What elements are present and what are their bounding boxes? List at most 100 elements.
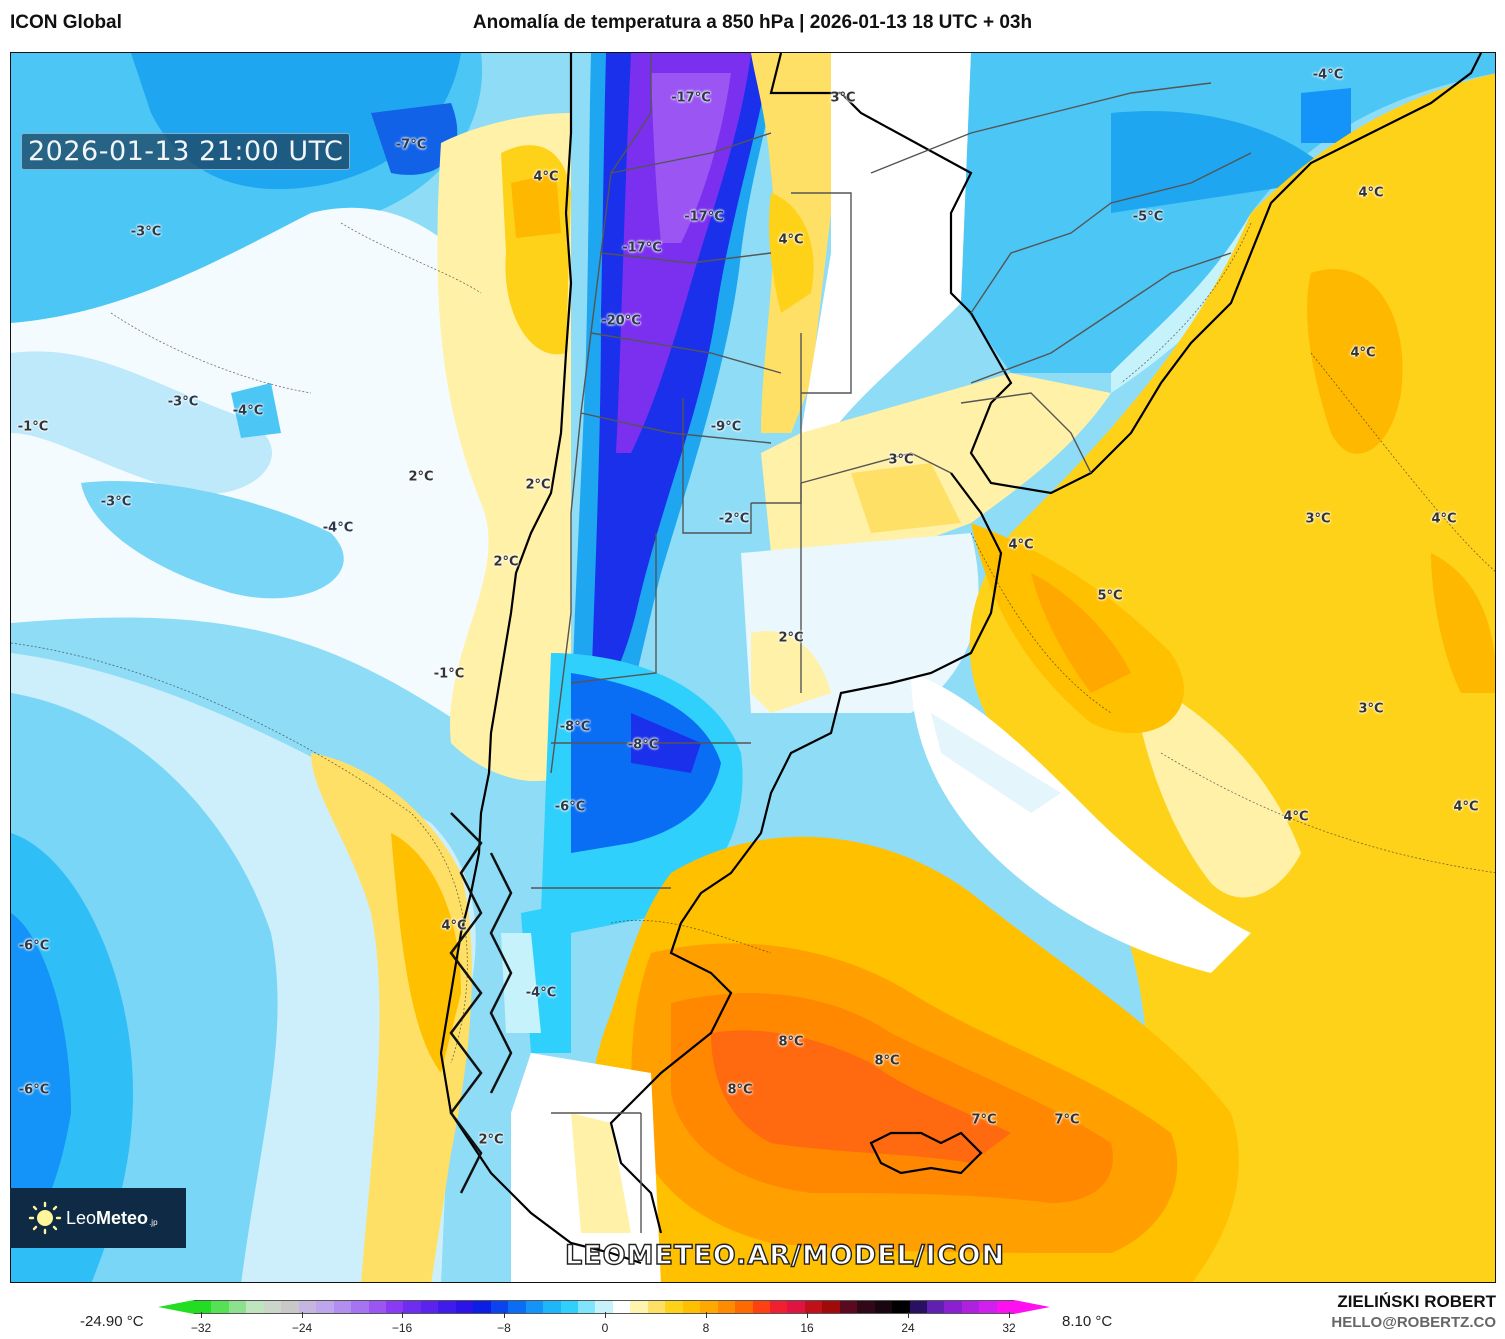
contour-label: -17°C — [622, 240, 662, 256]
contour-label: -7°C — [395, 137, 427, 153]
colorbar-swatch — [612, 1301, 631, 1313]
contour-label: 4°C — [1431, 511, 1457, 527]
contour-label: 4°C — [1358, 185, 1384, 201]
colorbar-min-label: -24.90 °C — [80, 1313, 144, 1330]
contour-label: 8°C — [727, 1082, 753, 1098]
colorbar-tick — [302, 1312, 303, 1318]
colorbar-tick — [1009, 1312, 1010, 1318]
colorbar-tick — [201, 1312, 202, 1318]
colorbar-swatch — [455, 1301, 474, 1313]
contour-label: -4°C — [525, 985, 557, 1001]
colorbar-swatch — [281, 1301, 299, 1313]
sun-icon — [28, 1201, 62, 1235]
contour-label: -20°C — [601, 313, 641, 329]
logo-suffix: .jp — [149, 1217, 158, 1227]
colorbar-swatch — [246, 1301, 264, 1313]
contour-label: 8°C — [778, 1034, 804, 1050]
colorbar-swatch — [961, 1301, 980, 1313]
colorbar — [158, 1300, 1050, 1314]
contour-label: 4°C — [1453, 799, 1479, 815]
contour-label: -6°C — [18, 1082, 50, 1098]
leometeo-logo[interactable]: LeoMeteo .jp — [10, 1188, 186, 1248]
contour-label: -1°C — [17, 419, 49, 435]
contour-label: -3°C — [167, 394, 199, 410]
colorbar-swatch — [787, 1301, 805, 1313]
contour-label: 8°C — [874, 1053, 900, 1069]
colorbar-swatch — [944, 1301, 962, 1313]
colorbar-tick — [605, 1312, 606, 1318]
colorbar-min-extend-arrow — [158, 1300, 194, 1314]
colorbar-tick — [807, 1312, 808, 1318]
colorbar-swatch — [874, 1301, 893, 1313]
contour-label: -4°C — [1312, 67, 1344, 83]
colorbar-tick-label: −32 — [190, 1321, 212, 1335]
contour-label: 3°C — [888, 452, 914, 468]
contour-label: -6°C — [18, 938, 50, 954]
colorbar-tick — [402, 1312, 403, 1318]
contour-label: -3°C — [130, 224, 162, 240]
contour-label: 4°C — [1283, 809, 1309, 825]
contour-label: 7°C — [1054, 1112, 1080, 1128]
contour-label: 2°C — [778, 630, 804, 646]
colorbar-swatch — [420, 1301, 439, 1313]
colorbar-swatch — [298, 1301, 317, 1313]
contour-label: -1°C — [433, 666, 465, 682]
colorbar-swatch — [211, 1301, 229, 1313]
colorbar-swatch — [595, 1301, 613, 1313]
author-email[interactable]: HELLO@ROBERTZ.CO — [1331, 1314, 1496, 1331]
model-name: ICON Global — [10, 12, 122, 33]
colorbar-swatch — [979, 1301, 997, 1313]
contour-label: 3°C — [1305, 511, 1331, 527]
colorbar-swatch — [525, 1301, 544, 1313]
contour-label: 4°C — [778, 232, 804, 248]
contour-label: 4°C — [533, 169, 559, 185]
colorbar-gradient — [194, 1300, 1015, 1314]
colorbar-swatch — [385, 1301, 404, 1313]
colorbar-swatch — [630, 1301, 648, 1313]
colorbar-swatch — [194, 1301, 212, 1313]
contour-label: 3°C — [1358, 701, 1384, 717]
colorbar-max-extend-arrow — [1014, 1300, 1050, 1314]
contour-label: 2°C — [525, 477, 551, 493]
colorbar-tick-label: −16 — [391, 1321, 413, 1335]
colorbar-swatch — [700, 1301, 718, 1313]
contour-label: 4°C — [441, 918, 467, 934]
colorbar-swatch — [577, 1301, 596, 1313]
contour-label: 3°C — [830, 90, 856, 106]
contour-label: 4°C — [1008, 537, 1034, 553]
map-field — [11, 53, 1495, 1282]
contour-label: 5°C — [1097, 588, 1123, 604]
contour-label: -3°C — [100, 494, 132, 510]
colorbar-swatch — [892, 1301, 910, 1313]
colorbar-swatch — [769, 1301, 788, 1313]
colorbar-swatch — [857, 1301, 875, 1313]
contour-label: -9°C — [710, 419, 742, 435]
colorbar-swatch — [996, 1301, 1015, 1313]
colorbar-tick-label: 32 — [1002, 1321, 1016, 1335]
colorbar-swatch — [804, 1301, 823, 1313]
colorbar-tick-label: −8 — [497, 1321, 511, 1335]
colorbar-swatch — [717, 1301, 736, 1313]
colorbar-tick — [504, 1312, 505, 1318]
colorbar-swatch — [927, 1301, 945, 1313]
colorbar-swatch — [682, 1301, 701, 1313]
colorbar-swatch — [647, 1301, 666, 1313]
logo-text: LeoMeteo — [66, 1207, 149, 1228]
contour-label: -2°C — [718, 511, 750, 527]
colorbar-swatch — [508, 1301, 526, 1313]
colorbar-swatch — [665, 1301, 683, 1313]
chart-title: Anomalía de temperatura a 850 hPa | 2026… — [472, 12, 1033, 33]
contour-label: 2°C — [493, 554, 519, 570]
colorbar-swatch — [822, 1301, 840, 1313]
colorbar-swatch — [333, 1301, 352, 1313]
colorbar-tick-label: 24 — [901, 1321, 915, 1335]
author-name: ZIELIŃSKI ROBERT — [1337, 1292, 1496, 1311]
contour-label: -17°C — [671, 90, 711, 106]
colorbar-tick-label: 16 — [800, 1321, 814, 1335]
contour-label: -4°C — [232, 403, 264, 419]
valid-time-badge: 2026-01-13 21:00 UTC — [21, 133, 351, 170]
colorbar-swatch — [752, 1301, 770, 1313]
colorbar-swatch — [473, 1301, 491, 1313]
contour-label: 7°C — [971, 1112, 997, 1128]
colorbar-swatch — [543, 1301, 561, 1313]
